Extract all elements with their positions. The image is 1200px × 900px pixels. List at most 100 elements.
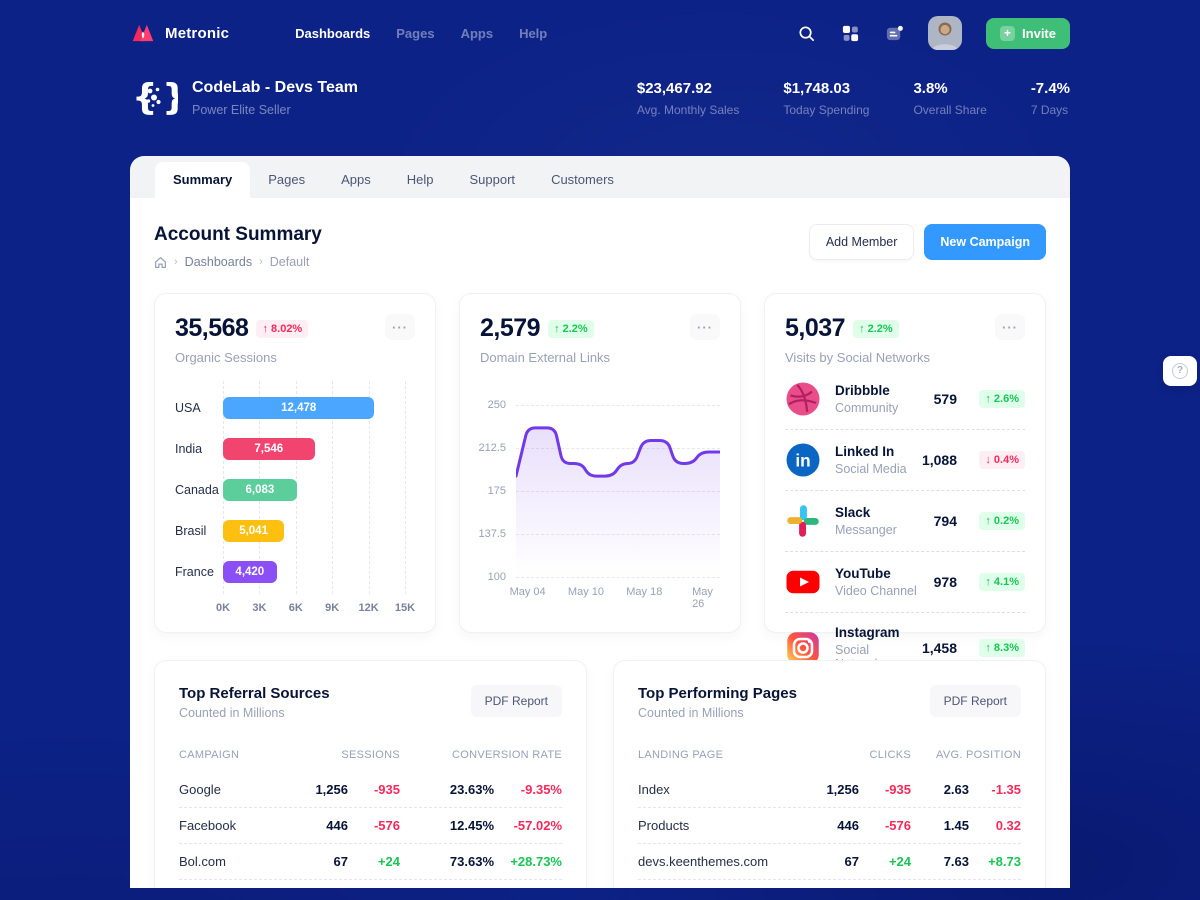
y-axis-tick: 175 xyxy=(487,485,506,497)
row-value: 1,256 xyxy=(826,782,859,797)
nav-item-dashboards[interactable]: Dashboards xyxy=(295,25,371,41)
team-stat-overall-share: 3.8% Overall Share xyxy=(913,80,986,117)
table-row-google: Google 1,256 -935 23.63% -9.35% xyxy=(179,772,562,808)
stat-label: 7 Days xyxy=(1030,102,1069,117)
social-network-category: Social Media xyxy=(835,462,907,476)
tab-support[interactable]: Support xyxy=(452,162,534,198)
row-value: 67 xyxy=(333,854,348,869)
add-member-button[interactable]: Add Member xyxy=(808,224,915,260)
organic-sessions-change-badge: ↑ 8.02% xyxy=(256,319,309,338)
main-panel: Summary Pages Apps Help Support Customers Acc… xyxy=(130,156,1070,888)
ellipsis-menu-button[interactable]: ··· xyxy=(385,314,415,340)
social-change-badge: ↑ 4.1% xyxy=(979,573,1025,591)
social-change-badge: ↑ 8.3% xyxy=(979,639,1025,657)
bar-value-label: 4,420 xyxy=(235,565,265,578)
metronic-logo-icon xyxy=(132,24,154,42)
social-change-badge: ↑ 2.6% xyxy=(979,390,1025,408)
home-icon[interactable] xyxy=(154,256,167,269)
x-axis-tick: 12K xyxy=(358,602,379,614)
tab-pages[interactable]: Pages xyxy=(250,162,323,198)
nav-item-help[interactable]: Help xyxy=(519,25,548,41)
tables-row: Top Referral Sources Counted in Millions… xyxy=(154,660,1046,888)
bar-brasil: 5,041 xyxy=(223,519,285,542)
social-network-category: Messanger xyxy=(835,523,897,537)
bar-category-label: Brasil xyxy=(175,523,207,538)
new-campaign-button[interactable]: New Campaign xyxy=(924,224,1046,260)
row-value: 7.63 xyxy=(943,854,969,869)
ellipsis-menu-button[interactable]: ··· xyxy=(690,314,720,340)
breadcrumb-item-default[interactable]: Default xyxy=(269,255,310,269)
y-axis-tick: 137.5 xyxy=(478,528,506,540)
column-header-sessions: SESSIONS xyxy=(341,749,400,761)
organic-sessions-bar-chart: USA 12,478 India 7,546 Canada 6,083 Brasil 5,04… xyxy=(175,381,415,618)
bar-chart-x-axis: 0K 3K 6K 9K 12K 15K xyxy=(216,596,415,618)
team-stats: $23,467.92 Avg. Monthly Sales $1,748.03 Tod… xyxy=(637,80,1070,117)
main-nav: Dashboards Pages Apps Help xyxy=(295,26,547,41)
bar-row-france: France 4,420 xyxy=(175,551,415,592)
gridline xyxy=(368,381,370,594)
x-axis-tick: May 04 xyxy=(509,586,546,598)
row-value: 67 xyxy=(844,854,859,869)
social-network-name: Instagram xyxy=(835,625,900,640)
bar-track: 7,546 xyxy=(223,437,405,460)
help-floating-button[interactable]: ? xyxy=(1163,356,1197,386)
dribbble-icon xyxy=(785,381,821,417)
notifications-icon[interactable] xyxy=(884,23,904,43)
x-axis-tick: 0K xyxy=(215,602,231,614)
breadcrumb-separator: › xyxy=(259,256,263,268)
nav-item-apps[interactable]: Apps xyxy=(460,25,494,41)
bar-value-label: 12,478 xyxy=(281,401,317,414)
bar-track: 5,041 xyxy=(223,519,405,542)
stat-value: -7.4% xyxy=(1030,79,1070,97)
gridline xyxy=(332,381,334,594)
social-network-info: YouTube Video Channel xyxy=(835,566,922,598)
social-network-category: Video Channel xyxy=(835,584,917,598)
tab-summary[interactable]: Summary xyxy=(155,162,251,198)
slack-icon xyxy=(785,503,821,539)
breadcrumb-item-dashboards[interactable]: Dashboards xyxy=(184,255,253,269)
bar-usa: 12,478 xyxy=(223,396,375,419)
user-avatar[interactable] xyxy=(928,16,963,50)
domain-links-change-badge: ↑ 2.2% xyxy=(548,319,594,338)
breadcrumb: › Dashboards › Default xyxy=(154,255,322,269)
apps-grid-icon[interactable] xyxy=(840,23,860,43)
breadcrumb-separator: › xyxy=(174,256,178,268)
bar-category-label: USA xyxy=(175,400,201,415)
social-change-badge: ↑ 0.2% xyxy=(979,512,1025,530)
ellipsis-menu-button[interactable]: ··· xyxy=(995,314,1025,340)
bar-track: 6,083 xyxy=(223,478,405,501)
pdf-report-button[interactable]: PDF Report xyxy=(470,685,562,717)
svg-text:}: } xyxy=(162,77,178,118)
row-delta: 0.32 xyxy=(995,818,1021,833)
tab-customers[interactable]: Customers xyxy=(533,162,632,198)
invite-button[interactable]: + Invite xyxy=(986,17,1070,49)
table-header-row: LANDING PAGE CLICKS AVG. POSITION xyxy=(638,742,1021,768)
x-axis-tick: May 26 xyxy=(692,586,713,610)
bar-value-label: 6,083 xyxy=(245,483,275,496)
row-value: 73.63% xyxy=(449,854,494,869)
row-name: Products xyxy=(638,818,690,833)
social-network-info: Linked In Social Media xyxy=(835,444,910,476)
search-icon[interactable] xyxy=(796,23,816,43)
table-row-studio-keenthemes-com: studio.keenthemes.com2,136-1,2293.67-2.2… xyxy=(638,880,1021,888)
column-header-campaign: CAMPAIGN xyxy=(179,749,240,761)
nav-item-pages[interactable]: Pages xyxy=(396,25,435,41)
row-delta: -576 xyxy=(884,818,911,833)
stat-label: Overall Share xyxy=(913,102,987,117)
tab-help[interactable]: Help xyxy=(389,162,452,198)
area-line-series xyxy=(516,426,720,577)
organic-sessions-card: 35,568 ↑ 8.02% Organic Sessions ··· USA 1… xyxy=(154,293,436,633)
social-visits-count: 1,088 xyxy=(921,452,957,468)
x-axis-tick: May 10 xyxy=(567,586,605,598)
svg-text:in: in xyxy=(795,450,810,470)
pdf-report-button[interactable]: PDF Report xyxy=(929,685,1021,717)
social-network-category: Community xyxy=(835,401,899,415)
social-visits-count: 579 xyxy=(933,391,957,407)
content-area: Account Summary › Dashboards › Default Add … xyxy=(130,198,1070,888)
table-row-index: Index 1,256 -935 2.63 -1.35 xyxy=(638,772,1021,808)
tab-apps[interactable]: Apps xyxy=(323,162,389,198)
table-row-bol-com: Bol.com 67 +24 73.63% +28.73% xyxy=(179,844,562,880)
column-header-conversion-rate: CONVERSION RATE xyxy=(451,749,562,761)
brand[interactable]: Metronic xyxy=(130,20,229,46)
line-chart-x-axis: May 04 May 10 May 18 May 26 xyxy=(510,577,720,610)
